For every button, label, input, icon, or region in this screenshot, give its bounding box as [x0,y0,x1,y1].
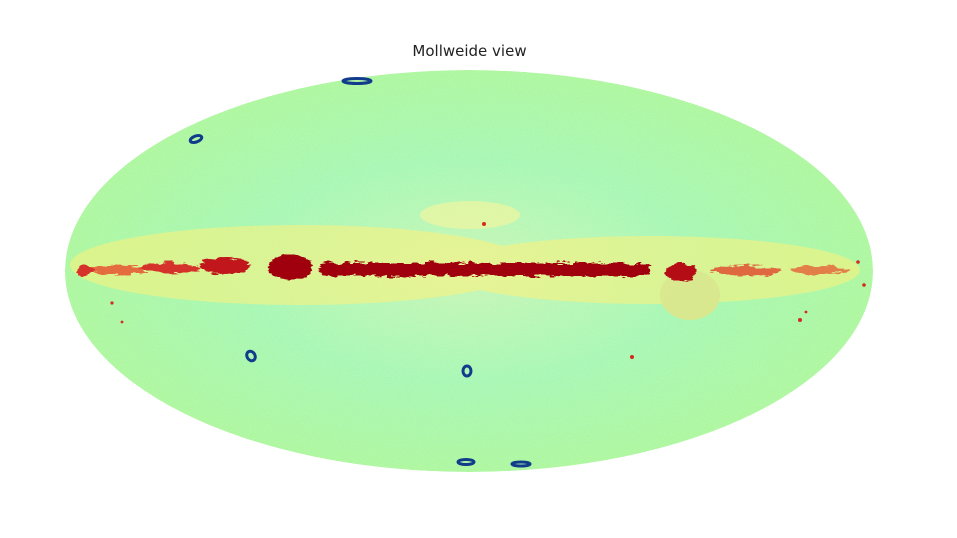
masked-hole [510,460,532,468]
masked-hole [456,458,476,466]
masked-hole [341,77,373,85]
point-sources [110,222,866,359]
masked-hole [461,364,473,378]
masked-hole [245,349,257,363]
masked-holes [188,77,532,468]
masked-hole [188,134,204,144]
galactic-plane-band [77,254,850,282]
map-title: Mollweide view [412,42,527,60]
sky-map [65,70,873,472]
